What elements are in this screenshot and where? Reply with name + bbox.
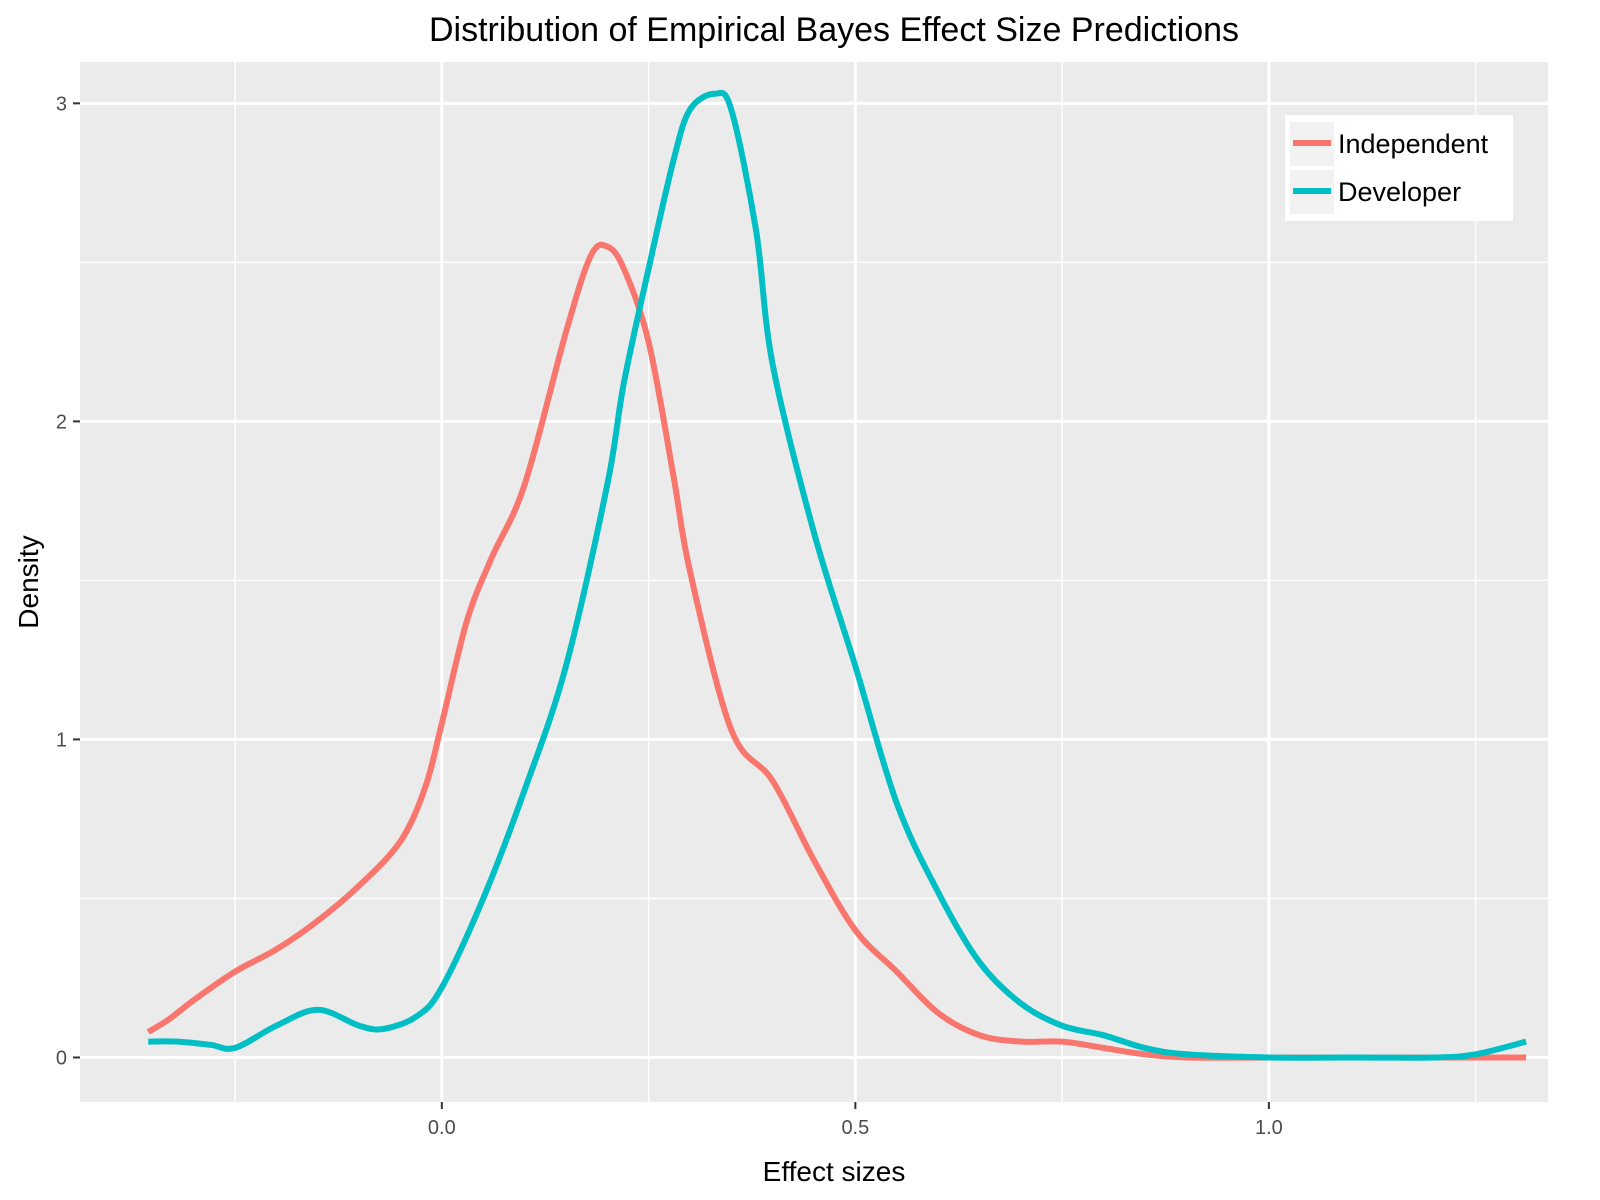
legend-label-developer: Developer [1338, 177, 1461, 207]
x-axis: 0.0 0.5 1.0 [428, 1102, 1283, 1139]
x-axis-title: Effect sizes [763, 1156, 906, 1187]
plot-panel [80, 62, 1548, 1102]
legend: Independent Developer [1285, 115, 1513, 221]
series-line-independent [146, 241, 1527, 1061]
y-axis-title: Density [13, 535, 44, 628]
minor-gridlines [80, 62, 1548, 1102]
y-tick-label: 1 [56, 729, 67, 751]
y-axis: 0 1 2 3 [56, 93, 80, 1069]
y-tick-label: 0 [56, 1047, 67, 1069]
chart-title: Distribution of Empirical Bayes Effect S… [429, 11, 1239, 49]
x-tick-label: 1.0 [1255, 1117, 1283, 1139]
y-tick-label: 2 [56, 411, 67, 433]
series-line-developer [148, 89, 1527, 1061]
x-tick-label: 0.0 [428, 1117, 456, 1139]
y-tick-label: 3 [56, 93, 67, 115]
x-tick-label: 0.5 [841, 1117, 869, 1139]
series-lines [146, 89, 1527, 1061]
legend-label-independent: Independent [1338, 129, 1489, 159]
